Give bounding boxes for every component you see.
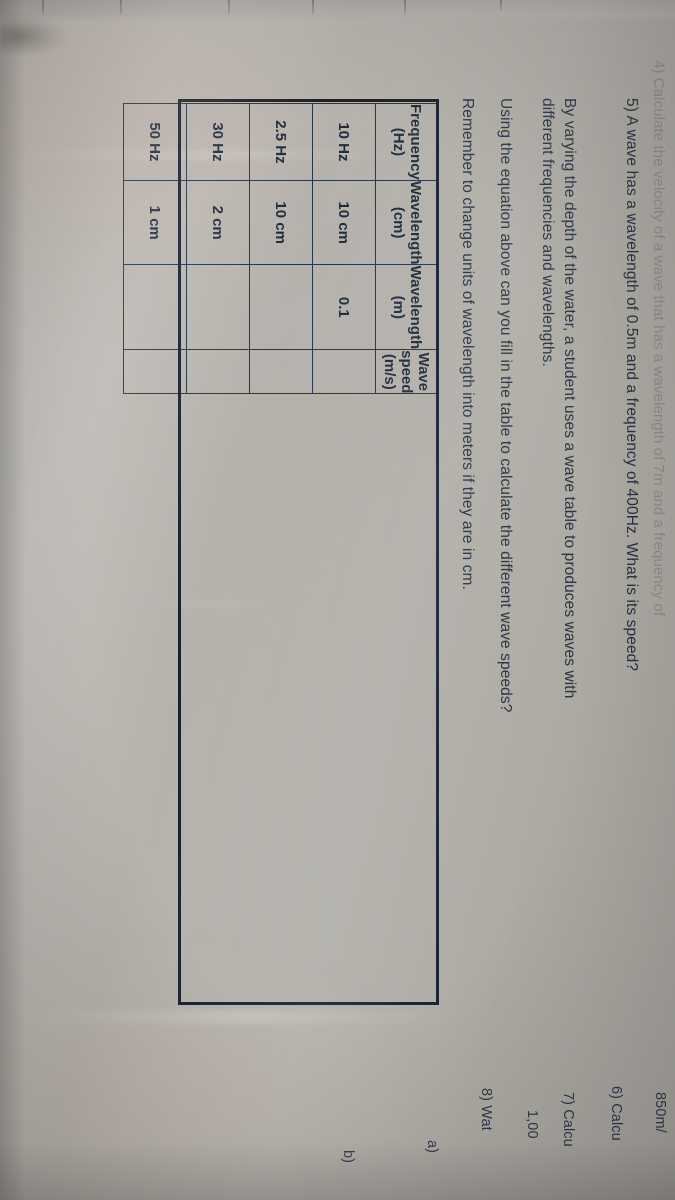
cell-wave-speed[interactable] [123,349,187,394]
punch-mark [42,0,44,14]
table-row: 30 Hz 2 cm [186,103,250,394]
cell-wavelength-m[interactable]: 0.1 [312,264,376,350]
table-row: 50 Hz 1 cm [123,103,187,394]
cell-frequency: 50 Hz [123,103,187,181]
cell-wave-speed[interactable] [249,349,313,394]
cell-wavelength-m[interactable] [249,264,313,350]
question-6-partial: 6) Calcu [608,1086,624,1141]
table-header-row: Frequency (Hz) Wavelength (cm) Wavelengt… [375,103,439,394]
intro-line-1: By varying the depth of the water, a stu… [561,98,578,699]
header-frequency: Frequency (Hz) [375,103,439,181]
header-wave-speed: Wave speed (m/s) [375,349,439,394]
wave-table-container: Frequency (Hz) Wavelength (cm) Wavelengt… [123,103,439,395]
header-wavelength-m: Wavelength (m) [375,264,439,350]
cell-wavelength-cm: 1 cm [123,180,187,265]
answer-850: 850m/ [652,1092,668,1133]
paper-corner-smudge [0,14,66,54]
instruction-line: Using the equation above can you fill in… [497,98,514,713]
bottom-edge-shadow [0,1140,675,1200]
value-1000: 1,00 [524,1110,540,1139]
cell-frequency: 2.5 Hz [249,103,313,181]
question-4-partial: 4) Calculate the velocity of a wave that… [650,60,667,617]
punch-mark [120,0,122,14]
table-row: 10 Hz 10 cm 0.1 [312,103,376,394]
cell-wavelength-cm: 10 cm [312,180,376,265]
header-wavelength-cm: Wavelength (cm) [375,180,439,265]
cell-wavelength-m[interactable] [186,264,250,350]
punch-mark [404,0,406,14]
wave-table: Frequency (Hz) Wavelength (cm) Wavelengt… [123,103,439,395]
cell-wavelength-cm: 10 cm [249,180,313,265]
question-7-partial: 7) Calcu [560,1092,576,1147]
punch-mark [500,0,502,10]
cell-wavelength-cm: 2 cm [186,180,250,265]
question-8-partial: 8) Wat [478,1088,494,1131]
reminder-line: Remember to change units of wavelength i… [459,98,476,590]
paper-warm-tint-bottom [0,936,432,1200]
table-row: 2.5 Hz 10 cm [249,103,313,394]
cell-frequency: 10 Hz [312,103,376,181]
punch-mark [312,0,314,14]
cell-wave-speed[interactable] [312,349,376,394]
paper-warm-tint-top [0,0,392,336]
notebook-top-edge [0,0,675,22]
left-edge-shadow [0,0,26,1200]
punch-mark [228,0,230,14]
question-5: 5) A wave has a wavelength of 0.5m and a… [623,98,640,672]
cell-wave-speed[interactable] [186,349,250,394]
cell-frequency: 30 Hz [186,103,250,181]
cell-wavelength-m[interactable] [123,264,187,350]
intro-line-2: different frequencies and wavelengths. [539,98,556,367]
